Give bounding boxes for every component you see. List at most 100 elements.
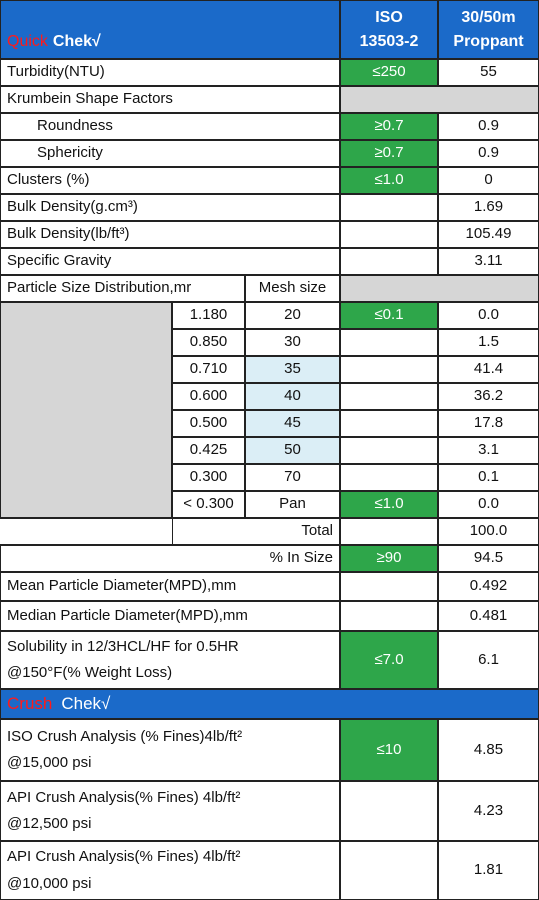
solubility-value: 6.1 [438, 631, 539, 689]
psd-value-cell: 0.1 [438, 464, 539, 491]
clusters-value: 0 [438, 167, 539, 194]
psd-size-cell: < 0.300 [172, 491, 245, 518]
roundness-value: 0.9 [438, 113, 539, 140]
in-size-value: 94.5 [438, 545, 539, 572]
bulk-density-gcm-label: Bulk Density(g.cm³) [0, 194, 340, 221]
total-spec [340, 518, 438, 545]
bulk-density-gcm-value: 1.69 [438, 194, 539, 221]
total-label: Total [172, 518, 340, 545]
psd-spec-cell [340, 410, 438, 437]
crush-spec: ≤10 [340, 719, 438, 781]
proppant-header-line1: 30/50m [461, 9, 516, 27]
crush-chek-title: Crush Chek√ [0, 689, 539, 719]
median-pd-label: Median Particle Diameter(MPD),mm [0, 601, 340, 631]
iso-header: ISO 13503-2 [340, 0, 438, 59]
psd-mesh-cell: 70 [245, 464, 340, 491]
psd-spec-cell [340, 383, 438, 410]
crush-value: 1.81 [438, 841, 539, 900]
psd-mesh-cell: 20 [245, 302, 340, 329]
psd-size-cell: 0.710 [172, 356, 245, 383]
bulk-density-lbft-spec [340, 221, 438, 248]
mean-pd-spec [340, 572, 438, 601]
mean-pd-value: 0.492 [438, 572, 539, 601]
krumbein-label: Krumbein Shape Factors [0, 86, 340, 113]
sphericity-value: 0.9 [438, 140, 539, 167]
crush-analysis-label: ISO Crush Analysis (% Fines)4lb/ft² @15,0… [0, 719, 340, 781]
bulk-density-lbft-label: Bulk Density(lb/ft³) [0, 221, 340, 248]
bulk-density-lbft-value: 105.49 [438, 221, 539, 248]
psd-size-cell: 0.600 [172, 383, 245, 410]
psd-mesh-cell: 40 [245, 383, 340, 410]
psd-size-cell: 1.180 [172, 302, 245, 329]
proppant-header: 30/50m Proppant [438, 0, 539, 59]
psd-value-cell: 36.2 [438, 383, 539, 410]
psd-spec-cell [340, 356, 438, 383]
proppant-header-line2: Proppant [453, 32, 524, 50]
total-spacer [0, 518, 340, 545]
iso-header-line2: 13503-2 [359, 32, 419, 50]
solubility-spec: ≤7.0 [340, 631, 438, 689]
psd-size-cell: 0.500 [172, 410, 245, 437]
psd-grey-block [0, 302, 172, 518]
median-pd-spec [340, 601, 438, 631]
turbidity-label: Turbidity(NTU) [0, 59, 340, 86]
turbidity-value: 55 [438, 59, 539, 86]
median-pd-value: 0.481 [438, 601, 539, 631]
psd-value-cell: 1.5 [438, 329, 539, 356]
krumbein-blank [340, 86, 539, 113]
psd-spec-cell [340, 464, 438, 491]
psd-value-cell: 41.4 [438, 356, 539, 383]
quick-chek-title: Quick Chek√ [0, 0, 340, 59]
psd-spec-cell [340, 437, 438, 464]
psd-size-cell: 0.850 [172, 329, 245, 356]
psd-mesh-cell: 45 [245, 410, 340, 437]
crush-chek-label: Chek√ [61, 694, 111, 714]
psd-value-cell: 0.0 [438, 302, 539, 329]
quick-label: Quick [7, 33, 48, 50]
psd-spec-cell: ≤1.0 [340, 491, 438, 518]
psd-size-cell: 0.300 [172, 464, 245, 491]
psd-spec-cell: ≤0.1 [340, 302, 438, 329]
roundness-spec: ≥0.7 [340, 113, 438, 140]
crush-label: Crush [7, 694, 53, 714]
bulk-density-gcm-spec [340, 194, 438, 221]
solubility-line2: @150°F(% Weight Loss) [7, 664, 173, 681]
solubility-label: Solubility in 12/3HCL/HF for 0.5HR @150°… [0, 631, 340, 689]
psd-value-cell: 17.8 [438, 410, 539, 437]
crush-analysis-line1: API Crush Analysis(% Fines) 4lb/ft² [7, 788, 241, 806]
clusters-spec: ≤1.0 [340, 167, 438, 194]
psd-label: Particle Size Distribution,mr [0, 275, 245, 302]
clusters-label: Clusters (%) [0, 167, 340, 194]
mesh-size-header: Mesh size [245, 275, 340, 302]
crush-analysis-line2: @12,500 psi [7, 815, 92, 832]
psd-size-cell: 0.425 [172, 437, 245, 464]
chek-label: Chek√ [52, 33, 101, 50]
specific-gravity-value: 3.11 [438, 248, 539, 275]
psd-value-cell: 3.1 [438, 437, 539, 464]
sphericity-label: Sphericity [0, 140, 340, 167]
solubility-line1: Solubility in 12/3HCL/HF for 0.5HR [7, 637, 239, 655]
crush-analysis-line1: API Crush Analysis(% Fines) 4lb/ft² [7, 848, 241, 866]
psd-spec-cell [340, 329, 438, 356]
turbidity-spec: ≤250 [340, 59, 438, 86]
psd-value-cell: 0.0 [438, 491, 539, 518]
crush-value: 4.85 [438, 719, 539, 781]
crush-spec [340, 781, 438, 841]
sphericity-spec: ≥0.7 [340, 140, 438, 167]
in-size-spec: ≥90 [340, 545, 438, 572]
psd-mesh-cell: Pan [245, 491, 340, 518]
iso-header-line1: ISO [375, 9, 403, 27]
roundness-label: Roundness [0, 113, 340, 140]
total-value: 100.0 [438, 518, 539, 545]
crush-spec [340, 841, 438, 900]
specific-gravity-spec [340, 248, 438, 275]
mean-pd-label: Mean Particle Diameter(MPD),mm [0, 572, 340, 601]
crush-analysis-line2: @10,000 psi [7, 874, 92, 892]
psd-mesh-cell: 30 [245, 329, 340, 356]
crush-analysis-line1: ISO Crush Analysis (% Fines)4lb/ft² [7, 727, 243, 745]
psd-mesh-cell: 50 [245, 437, 340, 464]
crush-analysis-label: API Crush Analysis(% Fines) 4lb/ft² @10,0… [0, 841, 340, 900]
crush-value: 4.23 [438, 781, 539, 841]
psd-header-blank [340, 275, 539, 302]
